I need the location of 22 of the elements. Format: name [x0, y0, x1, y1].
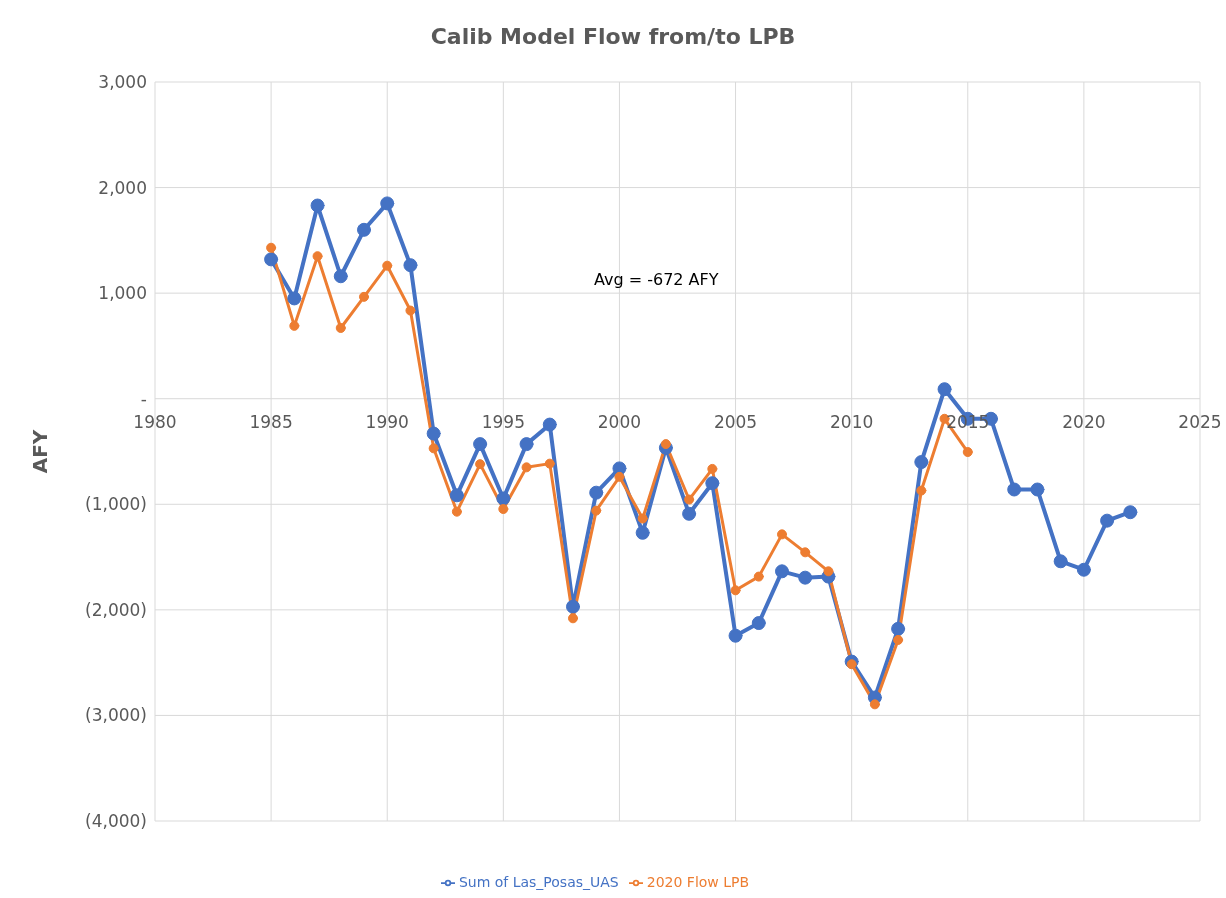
y-tick-label: (1,000) — [85, 494, 147, 515]
x-tick-label: 1995 — [481, 412, 525, 432]
x-tick-label: 1980 — [133, 412, 177, 432]
x-tick-label: 1985 — [249, 412, 293, 432]
x-tick-label: 2010 — [830, 412, 874, 432]
y-tick-label: (4,000) — [85, 811, 147, 832]
x-tick-label: 2025 — [1178, 412, 1222, 432]
x-tick-label: 1990 — [365, 412, 409, 432]
y-tick-label: 2,000 — [98, 177, 147, 198]
y-tick-label: 3,000 — [98, 72, 147, 93]
y-tick-label: (3,000) — [85, 705, 147, 726]
x-tick-label: 2020 — [1062, 412, 1106, 432]
y-tick-label: - — [140, 388, 147, 409]
y-axis-title: AFY — [28, 429, 53, 474]
legend-label: Sum of Las_Posas_UAS — [458, 874, 619, 890]
x-tick-label: 2000 — [597, 412, 642, 432]
chart-title: Calib Model Flow from/to LPB — [429, 24, 797, 49]
annotation: Avg = -672 AFY — [594, 270, 719, 289]
y-tick-label: 1,000 — [98, 283, 147, 304]
legend-label: 2020 Flow LPB — [646, 874, 750, 890]
x-tick-label: 2005 — [713, 412, 758, 432]
y-tick-label: (2,000) — [85, 599, 147, 620]
